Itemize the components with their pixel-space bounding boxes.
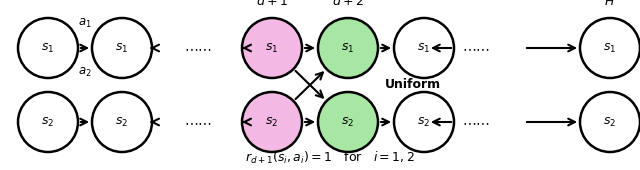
Text: $s_2$: $s_2$ (42, 115, 54, 129)
Text: $s_1$: $s_1$ (604, 41, 616, 55)
Circle shape (242, 92, 302, 152)
Text: $s_1$: $s_1$ (115, 41, 129, 55)
Circle shape (18, 92, 78, 152)
Circle shape (242, 18, 302, 78)
Text: $s_1$: $s_1$ (341, 41, 355, 55)
Circle shape (318, 18, 378, 78)
Circle shape (394, 18, 454, 78)
Text: Uniform: Uniform (385, 79, 441, 91)
Text: $s_2$: $s_2$ (266, 115, 278, 129)
Circle shape (18, 18, 78, 78)
Text: $s_1$: $s_1$ (417, 41, 431, 55)
Text: $s_1$: $s_1$ (42, 41, 54, 55)
Text: $\cdots\cdots$: $\cdots\cdots$ (184, 41, 212, 55)
Text: $\cdots\cdots$: $\cdots\cdots$ (184, 115, 212, 129)
Text: $r_{d+1}(s_i, a_i) = 1\quad \mathrm{for}\quad i = 1, 2$: $r_{d+1}(s_i, a_i) = 1\quad \mathrm{for}… (245, 150, 415, 166)
Text: $s_1$: $s_1$ (266, 41, 278, 55)
Text: $H$: $H$ (604, 0, 616, 8)
Text: $\cdots\cdots$: $\cdots\cdots$ (462, 115, 490, 129)
Text: $d+2$: $d+2$ (332, 0, 364, 8)
Text: $s_2$: $s_2$ (417, 115, 431, 129)
Text: $a_2$: $a_2$ (78, 66, 92, 79)
Circle shape (580, 92, 640, 152)
Text: $s_2$: $s_2$ (115, 115, 129, 129)
Text: $\cdots\cdots$: $\cdots\cdots$ (462, 41, 490, 55)
Circle shape (318, 92, 378, 152)
Circle shape (92, 18, 152, 78)
Text: $s_2$: $s_2$ (341, 115, 355, 129)
Circle shape (580, 18, 640, 78)
Circle shape (92, 92, 152, 152)
Text: $s_2$: $s_2$ (604, 115, 616, 129)
Text: $a_1$: $a_1$ (78, 17, 92, 30)
Text: $d+1$: $d+1$ (256, 0, 288, 8)
Circle shape (394, 92, 454, 152)
